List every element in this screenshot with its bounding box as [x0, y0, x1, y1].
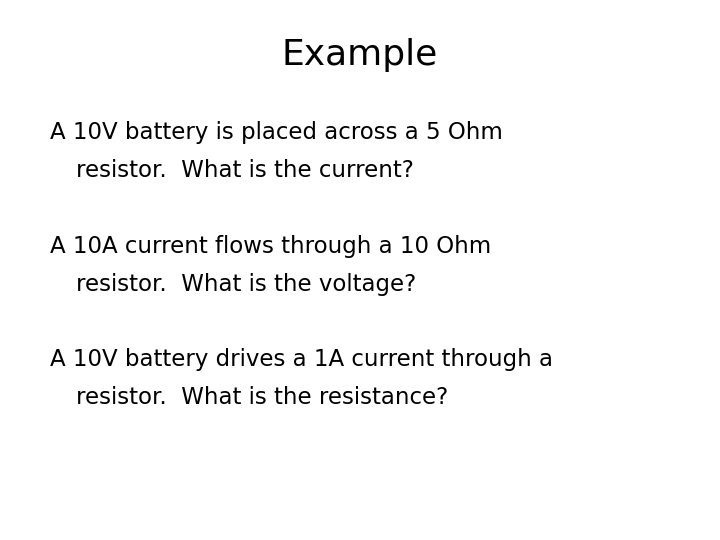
Text: A 10V battery is placed across a 5 Ohm: A 10V battery is placed across a 5 Ohm — [50, 122, 503, 145]
Text: resistor.  What is the resistance?: resistor. What is the resistance? — [76, 386, 448, 409]
Text: resistor.  What is the voltage?: resistor. What is the voltage? — [76, 273, 416, 296]
Text: Example: Example — [282, 38, 438, 72]
Text: A 10V battery drives a 1A current through a: A 10V battery drives a 1A current throug… — [50, 348, 554, 372]
Text: A 10A current flows through a 10 Ohm: A 10A current flows through a 10 Ohm — [50, 235, 492, 258]
Text: resistor.  What is the current?: resistor. What is the current? — [76, 159, 413, 183]
